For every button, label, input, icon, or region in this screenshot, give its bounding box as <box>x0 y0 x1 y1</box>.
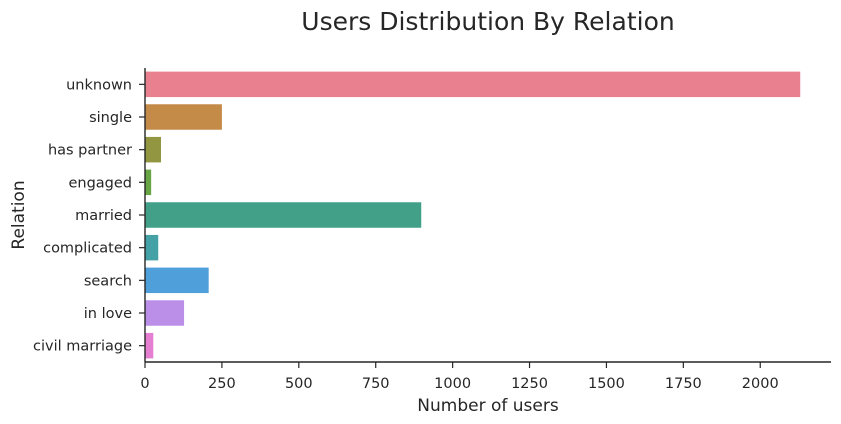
y-tick-label: engaged <box>68 175 132 191</box>
x-tick-label: 1500 <box>588 376 625 392</box>
bar-engaged <box>145 169 152 196</box>
y-tick-label: has partner <box>48 143 132 159</box>
x-tick-label: 750 <box>362 376 390 392</box>
bar-complicated <box>145 234 159 261</box>
y-tick-label: search <box>84 273 132 289</box>
bars-group <box>145 71 801 359</box>
x-axis-ticks: 0 250 500 750 1000 1250 1500 1750 2000 <box>140 362 779 392</box>
bar-unknown <box>145 71 801 98</box>
bar-search <box>145 267 209 294</box>
y-tick-label: in love <box>84 306 132 322</box>
x-tick-label: 1250 <box>511 376 548 392</box>
x-tick-label: 0 <box>140 376 149 392</box>
x-tick-label: 1000 <box>434 376 471 392</box>
x-tick-label: 2000 <box>742 376 779 392</box>
y-tick-label: married <box>75 208 132 224</box>
bar-single <box>145 104 222 130</box>
y-tick-label: single <box>89 110 132 126</box>
x-axis-label: Number of users <box>417 396 559 416</box>
y-axis-ticks: unknown single has partner engaged married co… <box>33 77 145 355</box>
y-tick-label: complicated <box>43 241 132 257</box>
bar-civil-marriage <box>145 332 154 359</box>
bar-has-partner <box>145 136 161 163</box>
y-axis-label: Relation <box>9 180 29 249</box>
y-tick-label: civil marriage <box>33 339 132 355</box>
x-tick-label: 500 <box>285 376 313 392</box>
bar-married <box>145 202 422 228</box>
bar-in-love <box>145 300 185 326</box>
x-tick-label: 1750 <box>665 376 702 392</box>
chart-title: Users Distribution By Relation <box>301 7 674 36</box>
x-tick-label: 250 <box>208 376 236 392</box>
y-tick-label: unknown <box>66 77 132 93</box>
